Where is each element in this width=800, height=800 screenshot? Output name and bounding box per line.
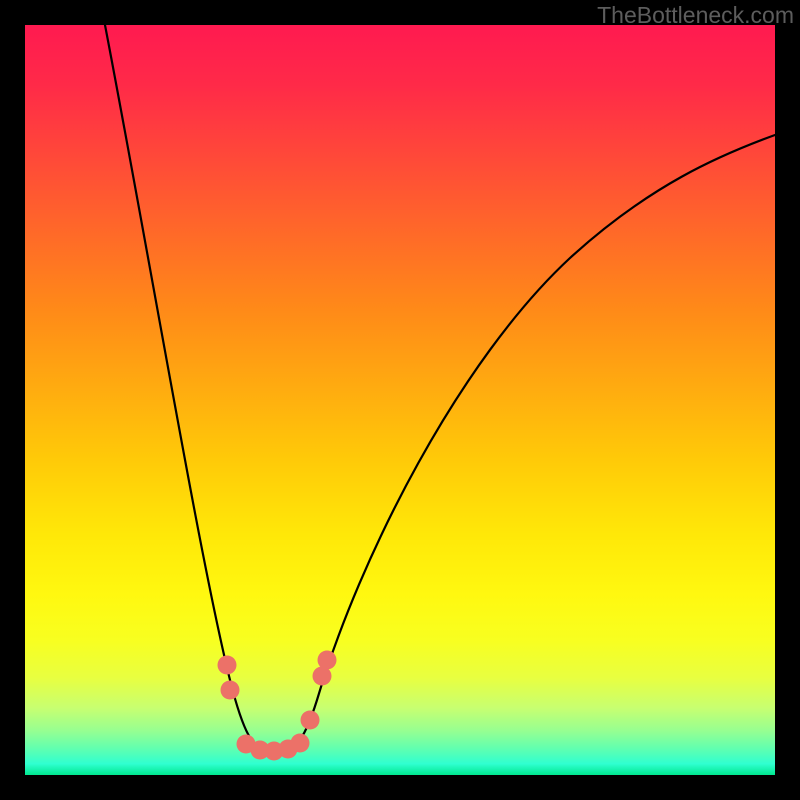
- bottleneck-v-chart: [0, 0, 800, 800]
- data-marker: [301, 711, 320, 730]
- data-marker: [318, 651, 337, 670]
- data-marker: [218, 656, 237, 675]
- watermark-text: TheBottleneck.com: [597, 2, 794, 29]
- data-marker: [291, 734, 310, 753]
- data-marker: [221, 681, 240, 700]
- gradient-background: [25, 25, 775, 775]
